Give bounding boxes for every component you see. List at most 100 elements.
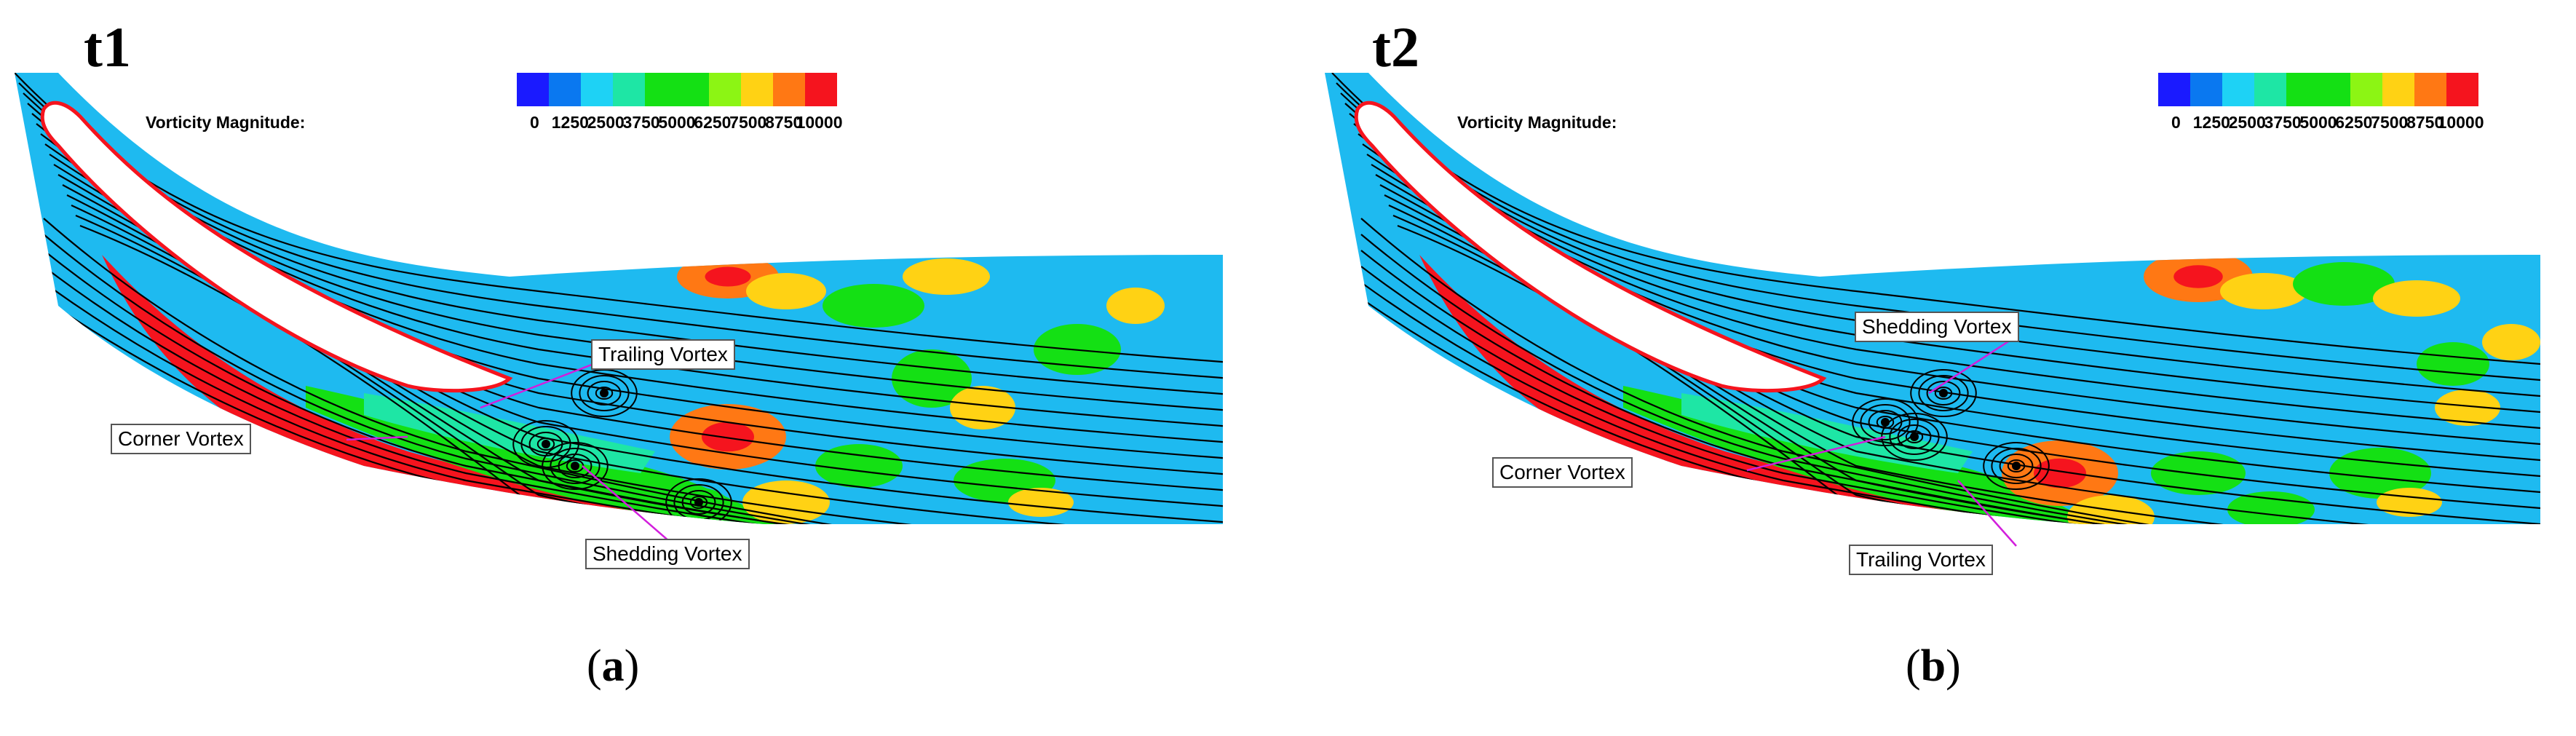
vortex-spiral (1983, 442, 2050, 490)
colorbar-swatch (2382, 73, 2414, 106)
blade-profile (1354, 100, 1827, 393)
caption-letter: b (1920, 641, 1946, 691)
panel-a: t1 Vorticity Magnitude: 0 1250 2500 3750 500… (15, 15, 1223, 691)
colorbar-tick-label: 0 (2171, 113, 2181, 132)
blade-profile (40, 100, 513, 393)
streamline (1360, 218, 2192, 524)
streamline (15, 73, 1223, 365)
vorticity-blob (2329, 448, 2431, 499)
callout-leader-line (346, 435, 408, 441)
colorbar-swatch (741, 73, 773, 106)
callout-leader-line (480, 357, 609, 409)
colorbar (517, 73, 837, 106)
vortex-core (694, 498, 703, 507)
vorticity-contour-t1 (15, 73, 1223, 542)
vortex-core (1939, 389, 1948, 397)
callout-leader-line (1746, 435, 1886, 472)
vortex-ring (1934, 387, 1953, 400)
vortex-ring (1910, 369, 1977, 417)
colorbar-swatch (2254, 73, 2286, 106)
colorbar-tick-label: 5000 (658, 113, 696, 132)
vortex-ring (558, 454, 593, 478)
colorbar-swatch (805, 73, 837, 106)
colorbar-tick-label: 8750 (2406, 113, 2444, 132)
vortex-ring (1876, 416, 1895, 429)
vorticity-blob (2293, 262, 2395, 306)
vorticity-blob (1106, 288, 1165, 324)
vorticity-blob (2482, 324, 2540, 360)
streamline (43, 250, 874, 524)
streamline (1360, 234, 2192, 524)
legend-title: Vorticity Magnitude: (1457, 113, 1617, 132)
colorbar-swatch (677, 73, 709, 106)
colorbar-tick-label: 7500 (2371, 113, 2409, 132)
vorticity-peak (2034, 458, 2086, 488)
streamline (1331, 73, 2540, 365)
colorbar-tick-label: 10000 (2437, 113, 2484, 132)
vortex-ring (550, 448, 601, 484)
colorbar-tick-label: 1250 (2192, 113, 2230, 132)
vortex-ring (689, 496, 708, 509)
colorbar-swatch (549, 73, 581, 106)
colorbar-swatch (517, 73, 549, 106)
vorticity-blob (746, 273, 826, 309)
streamline (1360, 250, 2192, 524)
vortex-core (542, 440, 550, 448)
callout-leader-line (1928, 335, 2017, 395)
callout-shedding-vortex: Shedding Vortex (1855, 312, 2019, 342)
vortex-ring (536, 438, 555, 451)
vortex-ring (1991, 448, 2042, 484)
colorbar (2158, 73, 2478, 106)
streamline (43, 218, 874, 524)
colorbar-swatch (2446, 73, 2478, 106)
colorbar-tick-label: 6250 (694, 113, 732, 132)
vorticity-blob (892, 349, 972, 408)
colorbar-tick-label: 10000 (796, 113, 843, 132)
colorbar-tick-label: 7500 (729, 113, 767, 132)
vortex-ring (512, 420, 579, 468)
vortex-spiral (571, 369, 638, 417)
vortex-ring (587, 381, 622, 405)
colorbar-swatch (2286, 73, 2318, 106)
vortex-core (571, 462, 579, 470)
vorticity-blob (2373, 280, 2460, 317)
vortex-ring (1926, 381, 1961, 405)
colorbar-swatch (2318, 73, 2350, 106)
vortex-spiral (1910, 369, 1977, 417)
vortex-ring (571, 369, 638, 417)
streamline (18, 82, 1223, 381)
colorbar-tick-label: 5000 (2299, 113, 2337, 132)
flow-domain (1325, 73, 2540, 524)
colorbar-tick-label: 0 (530, 113, 539, 132)
recirculation-core (364, 393, 655, 473)
callout-trailing-vortex: Trailing Vortex (1849, 545, 1993, 575)
vortex-core (600, 389, 609, 397)
vortex-ring (1897, 424, 1932, 449)
vortex-ring (579, 375, 630, 411)
colorbar-tick-label: 3750 (2264, 113, 2302, 132)
vorticity-blob (815, 444, 903, 488)
colorbar-swatch (2190, 73, 2222, 106)
vortex-ring (1860, 404, 1911, 440)
vorticity-blob (823, 284, 924, 328)
vorticity-peak (2173, 265, 2223, 288)
vortex-ring (520, 426, 571, 462)
streamline (1336, 82, 2540, 381)
caption-letter: a (601, 641, 625, 691)
vortex-ring (595, 387, 614, 400)
vorticity-blob (2220, 273, 2307, 309)
colorbar-tick-label: 8750 (765, 113, 803, 132)
callout-leader-line (1957, 480, 2017, 547)
colorbar-swatch (2222, 73, 2254, 106)
vortex-ring (2007, 459, 2026, 472)
callout-trailing-vortex: Trailing Vortex (591, 339, 735, 370)
colorbar-tick-label: 6250 (2335, 113, 2373, 132)
caption-a: (a) (587, 641, 640, 691)
vorticity-blob (1008, 488, 1074, 517)
vortex-ring (665, 478, 732, 524)
colorbar-swatch (773, 73, 805, 106)
vorticity-blob (2417, 342, 2489, 386)
colorbar-swatch (645, 73, 677, 106)
vorticity-blob (2151, 451, 2246, 495)
vortex-ring (1918, 375, 1969, 411)
